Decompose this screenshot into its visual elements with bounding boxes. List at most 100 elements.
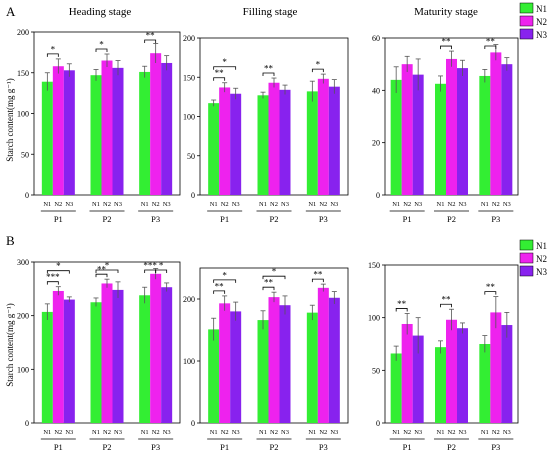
x-series-label: N2 xyxy=(319,429,327,436)
x-series-label: N3 xyxy=(163,201,171,208)
panel-label-a: A xyxy=(6,4,16,19)
significance-label: ** xyxy=(215,281,225,291)
x-series-label: N2 xyxy=(152,201,160,208)
legend-label-n2: N2 xyxy=(536,17,547,27)
bar xyxy=(401,323,413,423)
x-category-label: P2 xyxy=(270,214,279,224)
x-series-label: N1 xyxy=(259,201,267,208)
legend-label-n3: N3 xyxy=(536,267,547,277)
significance-bracket xyxy=(155,269,168,273)
significance-label: ** xyxy=(486,282,496,292)
x-series-label: N2 xyxy=(270,201,278,208)
bar xyxy=(41,81,53,195)
x-series-label: N2 xyxy=(270,429,278,436)
x-series-label: N3 xyxy=(65,201,73,208)
bar xyxy=(101,283,113,423)
y-tick-label: 200 xyxy=(17,28,29,37)
significance-label: ** xyxy=(215,68,225,78)
x-category-label: P1 xyxy=(220,214,229,224)
x-category-label: P3 xyxy=(491,442,500,452)
bar xyxy=(161,287,173,423)
x-series-label: N1 xyxy=(92,201,100,208)
x-series-label: N2 xyxy=(448,429,456,436)
significance-bracket xyxy=(95,48,108,53)
x-series-label: N3 xyxy=(163,429,171,436)
significance-bracket xyxy=(46,281,59,285)
x-series-label: N2 xyxy=(221,429,229,436)
significance-bracket xyxy=(311,68,324,73)
bar xyxy=(257,95,269,195)
x-series-label: N1 xyxy=(141,429,149,436)
significance-label: ** xyxy=(442,37,452,47)
x-series-label: N3 xyxy=(232,201,240,208)
y-tick-label: 200 xyxy=(183,295,195,304)
x-series-label: N3 xyxy=(281,429,289,436)
x-category-label: P3 xyxy=(151,214,160,224)
y-tick-label: 100 xyxy=(17,365,29,374)
significance-label: ** xyxy=(486,37,496,47)
bar xyxy=(446,319,457,423)
significance-label: ** xyxy=(442,295,452,305)
bar xyxy=(139,295,151,423)
x-series-label: N3 xyxy=(330,201,338,208)
bar xyxy=(150,273,162,423)
bar xyxy=(112,67,124,195)
x-series-label: N3 xyxy=(459,429,467,436)
significance-label: * xyxy=(222,270,227,280)
bar xyxy=(457,328,468,423)
significance-label: *** xyxy=(46,272,60,282)
x-category-label: P3 xyxy=(491,214,500,224)
bar xyxy=(230,311,242,423)
bar xyxy=(41,311,53,423)
x-series-label: N2 xyxy=(492,201,500,208)
significance-bracket xyxy=(262,72,275,77)
significance-label: * xyxy=(272,267,277,277)
bar xyxy=(501,64,513,196)
panel-label-b: B xyxy=(6,233,15,248)
y-tick-label: 0 xyxy=(25,191,29,200)
x-series-label: N3 xyxy=(414,201,422,208)
significance-label: * xyxy=(222,57,227,67)
bar xyxy=(257,320,269,423)
x-series-label: N2 xyxy=(54,429,62,436)
significance-bracket xyxy=(144,39,157,43)
x-category-label: P1 xyxy=(403,442,412,452)
bar xyxy=(112,289,124,423)
y-tick-label: 40 xyxy=(372,86,380,95)
y-tick-label: 0 xyxy=(191,191,195,200)
significance-bracket xyxy=(262,275,286,280)
legend-a: N1 N2 N3 xyxy=(519,2,547,40)
x-series-label: N2 xyxy=(403,201,411,208)
y-tick-label: 150 xyxy=(368,261,380,270)
bar xyxy=(457,68,468,195)
x-category-label: P3 xyxy=(319,442,328,452)
significance-bracket xyxy=(440,303,452,308)
significance-bracket xyxy=(311,278,324,283)
x-series-label: N3 xyxy=(459,201,467,208)
significance-label: * xyxy=(105,261,110,271)
x-series-label: N1 xyxy=(259,429,267,436)
bar xyxy=(268,297,280,423)
x-series-label: N2 xyxy=(54,201,62,208)
x-series-label: N1 xyxy=(141,201,149,208)
bar xyxy=(268,82,280,195)
bar xyxy=(317,78,329,195)
legend-label-n3: N3 xyxy=(536,30,547,40)
chart-title-heading: Heading stage xyxy=(69,6,132,18)
legend-label-n1: N1 xyxy=(536,241,547,251)
bar xyxy=(52,66,64,195)
bar xyxy=(52,290,64,423)
significance-label: * xyxy=(316,60,321,70)
significance-bracket xyxy=(262,286,275,291)
y-tick-label: 50 xyxy=(187,152,195,161)
significance-bracket xyxy=(395,308,408,312)
chart-title-maturity: Maturity stage xyxy=(414,6,478,18)
significance-label: ** xyxy=(397,299,407,309)
significance-label: * xyxy=(99,40,104,50)
x-series-label: N1 xyxy=(437,201,445,208)
bar xyxy=(279,89,291,195)
x-series-label: N1 xyxy=(392,201,400,208)
y-tick-label: 150 xyxy=(183,73,195,82)
x-series-label: N1 xyxy=(308,201,316,208)
